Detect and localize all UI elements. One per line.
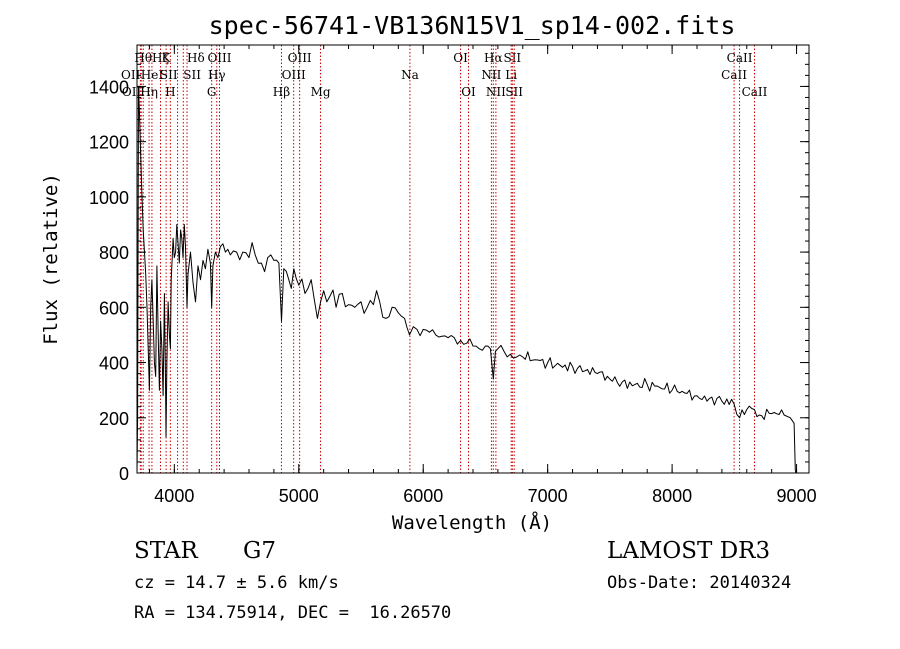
y-tick-label-0: 0 bbox=[119, 464, 129, 484]
y-tick-label-4: 800 bbox=[99, 243, 129, 263]
y-tick-label-7: 1400 bbox=[89, 77, 129, 97]
x-tick-label-1: 5000 bbox=[279, 486, 319, 506]
marker-label-13: OIII bbox=[207, 51, 231, 65]
obs-date: Obs-Date: 20140324 bbox=[607, 573, 792, 593]
x-tick-label-0: 4000 bbox=[154, 486, 194, 506]
marker-label-28: CaII bbox=[727, 51, 753, 65]
object-subclass: G7 bbox=[243, 538, 277, 564]
marker-label-9: SII bbox=[183, 68, 201, 82]
x-axis-label: Wavelength (Å) bbox=[392, 511, 552, 534]
marker-label-20: OI bbox=[461, 85, 476, 99]
marker-label-11: G bbox=[207, 85, 217, 99]
marker-label-15: OIII bbox=[282, 68, 306, 82]
axes: 4000 5000 6000 7000 8000 9000 0 200 400 600 800 100… bbox=[89, 45, 817, 506]
marker-label-29: CaII bbox=[742, 85, 768, 99]
marker-label-6: K bbox=[162, 51, 172, 65]
spectrum-series bbox=[136, 85, 797, 474]
marker-label-12: Hγ bbox=[208, 68, 226, 82]
y-tick-label-5: 1000 bbox=[89, 188, 129, 208]
marker-label-26: SII bbox=[505, 85, 523, 99]
marker-label-7: H bbox=[165, 85, 175, 99]
survey-label: LAMOST DR3 bbox=[607, 538, 771, 564]
y-tick-label-3: 600 bbox=[99, 298, 129, 318]
redshift-readout: cz = 14.7 ± 5.6 km/s bbox=[134, 573, 339, 593]
object-class: STAR bbox=[134, 538, 198, 564]
coordinates: RA = 134.75914, DEC = 16.26570 bbox=[134, 603, 452, 623]
y-tick-label-6: 1200 bbox=[89, 133, 129, 153]
marker-label-23: NII bbox=[486, 85, 506, 99]
marker-label-24: Li bbox=[505, 68, 517, 82]
marker-label-10: Hδ bbox=[187, 51, 205, 65]
marker-label-14: Hβ bbox=[273, 85, 290, 99]
marker-label-5: Hζ bbox=[152, 51, 169, 65]
marker-label-8: SII bbox=[160, 68, 178, 82]
marker-label-22: Hα bbox=[484, 51, 503, 65]
marker-label-27: CaII bbox=[721, 68, 747, 82]
spectrum-line bbox=[136, 85, 797, 474]
marker-label-4: HeI bbox=[141, 68, 164, 82]
marker-label-18: Na bbox=[401, 68, 419, 82]
marker-label-16: OIII bbox=[288, 51, 312, 65]
plot-frame bbox=[136, 44, 810, 474]
marker-label-19: OI bbox=[453, 51, 468, 65]
marker-label-25: SII bbox=[503, 51, 521, 65]
x-tick-label-2: 6000 bbox=[403, 486, 443, 506]
x-tick-label-5: 9000 bbox=[777, 486, 817, 506]
y-axis-label: Flux (relative) bbox=[40, 173, 62, 345]
y-tick-label-1: 200 bbox=[99, 409, 129, 429]
marker-label-17: Mg bbox=[311, 85, 331, 99]
x-tick-label-4: 8000 bbox=[652, 486, 692, 506]
chart-title: spec-56741-VB136N15V1_sp14-002.fits bbox=[209, 11, 736, 40]
marker-label-21: NII bbox=[481, 68, 501, 82]
x-tick-label-3: 7000 bbox=[528, 486, 568, 506]
marker-label-0: OII bbox=[121, 68, 141, 82]
marker-label-2: Hθ bbox=[134, 51, 152, 65]
marker-label-3: Hη bbox=[140, 85, 158, 99]
y-tick-label-2: 400 bbox=[99, 354, 129, 374]
